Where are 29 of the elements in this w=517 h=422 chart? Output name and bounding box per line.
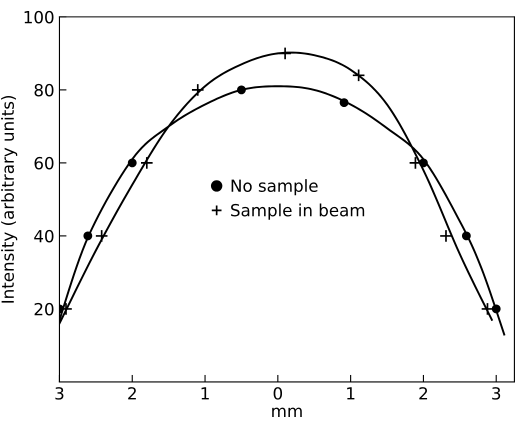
point [419, 158, 428, 168]
point [340, 98, 348, 108]
x-tick-label: 1 [347, 387, 354, 400]
x-tick-label: 1 [202, 387, 209, 400]
legend-label: No sample [232, 179, 318, 196]
y-tick-label: 20 [34, 302, 54, 316]
x-tick-label: 2 [419, 387, 428, 400]
point [439, 229, 453, 243]
point [492, 304, 501, 314]
x-tick-label: 3 [492, 387, 500, 400]
y-tick-label: 100 [24, 10, 54, 24]
point [140, 156, 154, 170]
point [191, 83, 204, 97]
y-tick-label: 60 [34, 156, 54, 170]
point [83, 232, 92, 240]
point [352, 68, 366, 82]
x-tick-label: 3 [55, 387, 64, 400]
point [95, 229, 108, 243]
point [237, 85, 246, 94]
y-axis-title: Intensity (arbitrary units) [1, 96, 18, 303]
y-tick-label: 40 [34, 230, 54, 242]
legend-label: Sample in beam [231, 204, 364, 220]
point [128, 158, 137, 168]
y-tick-label: 80 [34, 84, 54, 96]
x-tick-label: 0 [274, 387, 282, 400]
point [278, 46, 292, 60]
x-axis-title: mm [272, 408, 302, 417]
x-tick-label: 2 [128, 387, 136, 400]
point [462, 232, 471, 240]
